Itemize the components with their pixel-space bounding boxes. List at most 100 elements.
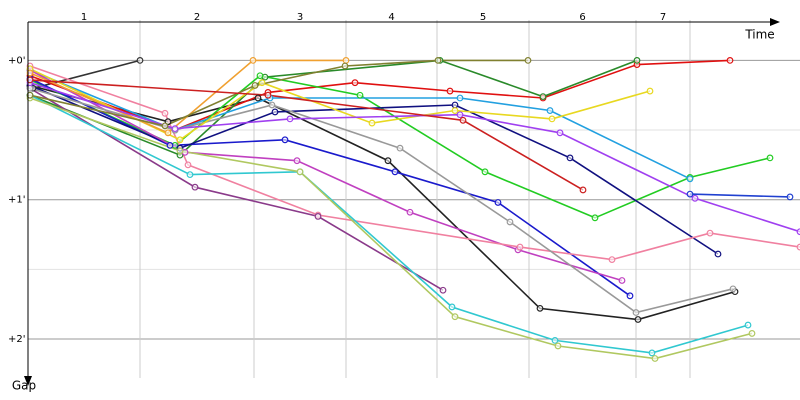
point [648, 349, 656, 357]
series-line [29, 65, 800, 261]
point [651, 355, 659, 362]
point [26, 76, 34, 84]
point [186, 171, 194, 179]
series-line [29, 94, 749, 354]
point [351, 79, 359, 87]
series-line [689, 193, 791, 198]
y-axis-title: Gap [12, 379, 36, 393]
x-axis-arrow [770, 18, 780, 26]
point [391, 168, 399, 176]
point [384, 157, 392, 165]
point [633, 56, 641, 64]
point [726, 56, 734, 64]
point [481, 168, 489, 176]
point [591, 214, 599, 222]
point [744, 321, 752, 329]
point [314, 213, 322, 220]
stage-label: 6 [579, 12, 585, 23]
point [686, 190, 694, 198]
point [786, 193, 794, 201]
stage-label: 4 [388, 12, 394, 23]
point [286, 115, 294, 123]
point [341, 62, 349, 70]
point [691, 194, 699, 202]
point [459, 116, 467, 124]
point [451, 107, 459, 114]
point [506, 218, 514, 226]
point [164, 129, 172, 137]
point [293, 157, 301, 165]
point [166, 141, 174, 149]
point [249, 56, 257, 64]
point [686, 175, 694, 183]
point [554, 342, 562, 350]
point [729, 285, 737, 293]
series-line [29, 59, 528, 127]
point [634, 316, 642, 323]
point [184, 161, 192, 169]
point [26, 69, 34, 77]
point [451, 101, 459, 109]
point [271, 108, 279, 116]
point [342, 56, 350, 64]
point [258, 79, 266, 87]
point [26, 91, 34, 99]
point [251, 82, 259, 89]
point [254, 94, 262, 102]
point [714, 250, 722, 258]
stage-label: 1 [81, 12, 87, 23]
point [446, 87, 454, 95]
point [566, 154, 574, 162]
point [136, 56, 144, 64]
point [396, 144, 404, 152]
point [439, 286, 447, 294]
series-line [29, 59, 638, 157]
series-line [29, 69, 691, 180]
point [796, 228, 800, 236]
point [456, 111, 464, 119]
point [626, 292, 634, 300]
point [176, 136, 184, 144]
grid [28, 20, 800, 378]
series-line [29, 69, 623, 282]
y-axis-arrow [24, 376, 32, 386]
point [264, 91, 272, 99]
point [268, 101, 276, 109]
stage-label: 7 [660, 12, 666, 23]
y-tick-label: +1' [8, 195, 26, 206]
point [546, 107, 554, 114]
point [281, 136, 289, 144]
point [191, 183, 199, 191]
point [176, 147, 184, 155]
point [536, 304, 544, 312]
point [618, 277, 626, 284]
point [456, 94, 464, 102]
point [494, 199, 502, 206]
point [356, 91, 364, 99]
point [171, 125, 179, 133]
point [556, 129, 564, 137]
series-line [29, 79, 584, 191]
stage-label: 5 [480, 12, 486, 23]
series-line [29, 59, 346, 134]
point [524, 56, 532, 64]
point [451, 313, 459, 321]
point [161, 122, 169, 130]
series-lines [26, 56, 800, 362]
point [579, 186, 587, 194]
point [516, 243, 524, 251]
point [748, 330, 756, 337]
y-tick-label: +0' [8, 55, 26, 66]
point [608, 256, 616, 263]
series-line [29, 87, 444, 291]
point [256, 72, 264, 80]
stage-label: 2 [194, 12, 200, 23]
point [706, 229, 714, 237]
series-line [29, 59, 731, 131]
point [551, 336, 559, 344]
point [434, 56, 442, 64]
series-line [29, 97, 753, 360]
series-line [29, 84, 719, 255]
point [368, 119, 376, 127]
